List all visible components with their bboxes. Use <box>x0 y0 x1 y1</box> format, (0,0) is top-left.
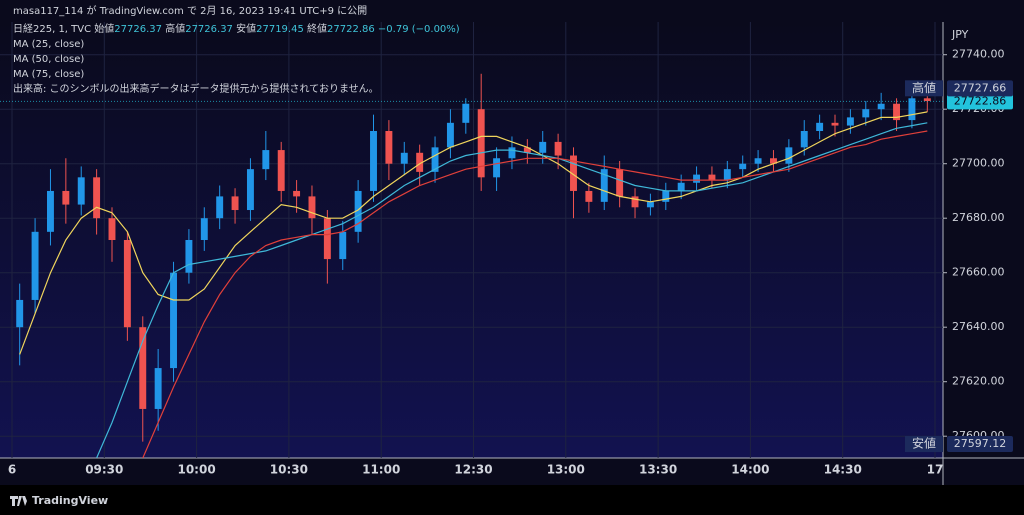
candle-body <box>400 152 408 164</box>
candle-body <box>154 368 162 409</box>
ma-line <box>19 111 928 355</box>
candle-body <box>631 196 639 208</box>
price-marker-tag <box>905 80 943 97</box>
candle-body <box>31 231 39 300</box>
candle-body <box>277 150 285 191</box>
axes: 27600.0027620.0027640.0027660.0027680.00… <box>8 48 1013 477</box>
candle-body <box>46 190 54 232</box>
candle-body <box>523 147 531 153</box>
candle-body <box>16 299 24 328</box>
candle-body <box>693 174 701 183</box>
candle-body <box>708 174 716 181</box>
candle-body <box>816 122 824 131</box>
candle-body <box>877 103 885 110</box>
y-tick-label: 27660.00 <box>952 266 1005 279</box>
plot <box>0 73 943 458</box>
x-tick-label: 13:30 <box>639 463 677 477</box>
candle-body <box>62 190 70 205</box>
y-tick-label: 27740.00 <box>952 48 1005 61</box>
candle-body <box>216 196 224 219</box>
candle-body <box>570 155 577 191</box>
candle-body <box>339 231 347 260</box>
candle-body <box>616 169 624 197</box>
candle-body <box>508 147 516 159</box>
x-tick-label: 14:00 <box>731 463 769 477</box>
candle-body <box>123 240 131 328</box>
candle-body <box>108 218 116 240</box>
currency-label: JPY <box>951 28 969 41</box>
x-tick-label: 10:00 <box>177 463 215 477</box>
candle-body <box>385 131 393 164</box>
price-marker-box <box>947 80 1013 97</box>
y-tick-label: 27620.00 <box>952 375 1005 388</box>
y-tick-label: 27640.00 <box>952 320 1005 333</box>
x-tick-label: 12:30 <box>454 463 492 477</box>
candle-body <box>800 131 808 148</box>
candle-body <box>754 158 762 164</box>
price-marker-box <box>947 436 1013 453</box>
price-marker-name: 高値 <box>912 80 936 95</box>
candle-body <box>246 169 254 211</box>
candle-body <box>770 158 777 164</box>
candle-body <box>908 98 916 121</box>
ma-line <box>142 130 928 458</box>
candle-body <box>477 109 485 178</box>
x-tick-label: 11:00 <box>362 463 400 477</box>
candle-body <box>77 177 85 205</box>
x-tick-label: 09:30 <box>85 463 123 477</box>
candle-body <box>723 169 731 181</box>
ma-line <box>96 122 928 458</box>
x-tick-label: 13:00 <box>547 463 585 477</box>
y-tick-label: 27700.00 <box>952 157 1005 170</box>
candle-body <box>600 169 608 202</box>
candle-body <box>554 141 562 156</box>
price-marker-tag <box>905 436 943 453</box>
candle-body <box>139 327 147 409</box>
price-marker-name: 安値 <box>912 436 936 451</box>
candle-body <box>893 103 901 121</box>
candle-body <box>416 152 424 172</box>
candle-body <box>662 190 670 202</box>
last-price-box <box>947 93 1013 110</box>
x-tick-label: 14:30 <box>824 463 862 477</box>
candle-body <box>446 122 454 148</box>
candle-body <box>862 109 870 118</box>
candle-body <box>293 190 301 197</box>
candle-body <box>431 147 439 172</box>
candle-body <box>739 163 747 170</box>
candle-body <box>262 150 270 170</box>
x-tick-label: 17 <box>927 463 944 477</box>
candle-body <box>785 147 793 164</box>
candle-body <box>923 98 931 102</box>
candle-body <box>308 196 316 219</box>
candle-body <box>370 131 377 191</box>
candle-body <box>93 177 101 219</box>
last-price-label: 27722.86 <box>954 94 1007 107</box>
candle-body <box>493 158 501 178</box>
footer-logo <box>10 496 27 506</box>
footer-brand: TradingView <box>32 494 108 507</box>
candle-body <box>846 117 854 126</box>
candle-body <box>200 218 208 240</box>
candle-body <box>831 122 839 126</box>
x-tick-label: 6 <box>8 463 16 477</box>
grid <box>0 22 943 458</box>
candle-body <box>354 190 362 232</box>
y-tick-label: 27680.00 <box>952 211 1005 224</box>
candle-body <box>462 103 470 123</box>
candle-body <box>323 218 331 260</box>
price-marker-value: 27597.12 <box>954 437 1007 450</box>
candle-body <box>539 141 547 153</box>
candle-body <box>170 272 177 369</box>
x-tick-label: 10:30 <box>270 463 308 477</box>
price-marker-value: 27727.66 <box>954 81 1007 94</box>
candle-body <box>677 182 685 191</box>
candle-body <box>231 196 239 211</box>
candle-body <box>646 201 654 208</box>
candle-body <box>585 190 593 202</box>
candle-body <box>185 240 193 273</box>
footer-bar <box>0 485 1024 515</box>
